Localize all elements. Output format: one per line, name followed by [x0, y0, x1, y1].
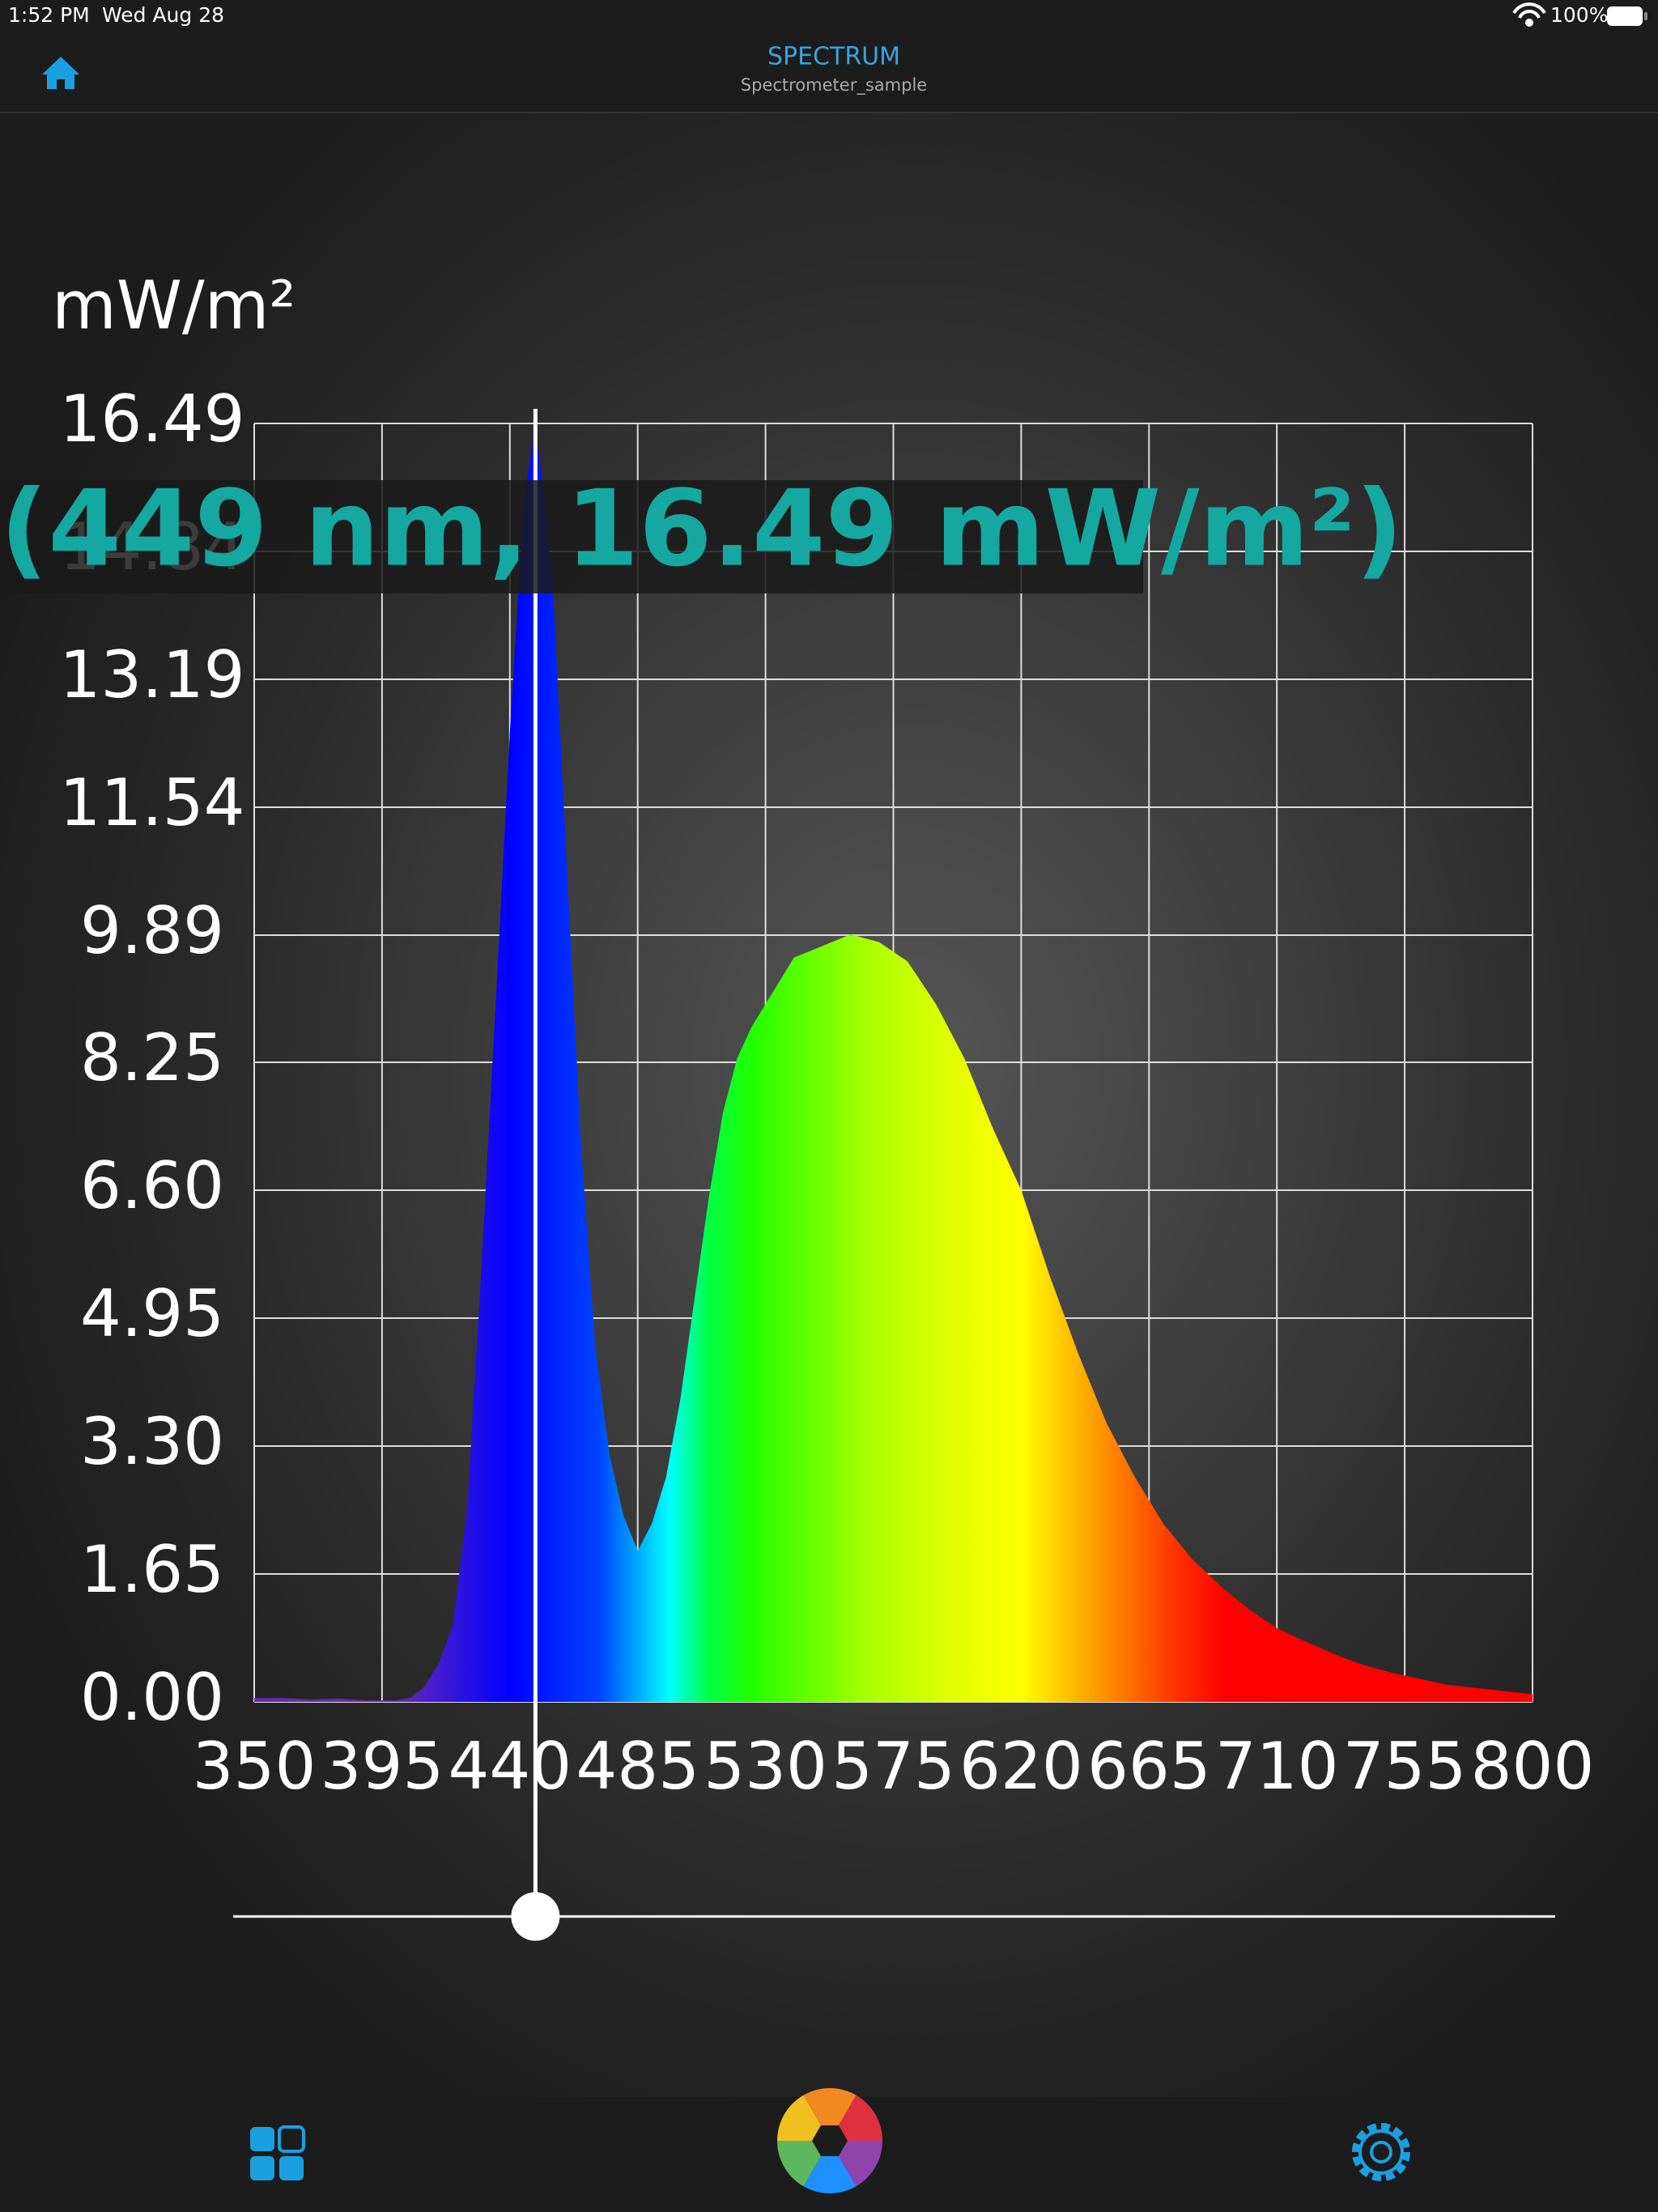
x-tick-label: 350 — [193, 1729, 317, 1804]
y-tick-label: 9.89 — [80, 893, 224, 968]
x-tick-label: 395 — [321, 1729, 444, 1804]
x-tick-label: 575 — [831, 1729, 955, 1804]
home-button[interactable] — [42, 57, 79, 89]
x-tick-label: 530 — [704, 1729, 827, 1804]
battery-icon — [1607, 6, 1643, 26]
header-subtitle: Spectrometer_sample — [741, 75, 927, 96]
header-title: SPECTRUM — [767, 43, 900, 71]
battery-text: 100% — [1550, 3, 1608, 27]
annotation-background — [0, 480, 1143, 593]
settings-button[interactable] — [1352, 2123, 1410, 2181]
y-tick-label: 8.25 — [80, 1020, 224, 1095]
spectrum-area — [254, 423, 1533, 1702]
y-tick-label: 0.00 — [80, 1660, 224, 1735]
slider-knob[interactable] — [511, 1892, 560, 1941]
y-tick-label: 4.95 — [80, 1276, 224, 1351]
status-date: Wed Aug 28 — [102, 3, 224, 27]
x-tick-label: 800 — [1471, 1729, 1595, 1804]
x-tick-label: 755 — [1343, 1729, 1467, 1804]
y-axis-unit: mW/m² — [52, 267, 295, 344]
y-tick-label: 6.60 — [80, 1148, 224, 1223]
status-time: 1:52 PM — [8, 3, 90, 27]
x-tick-label: 485 — [576, 1729, 699, 1804]
y-tick-label: 11.54 — [59, 765, 244, 840]
x-tick-label: 440 — [448, 1729, 572, 1804]
y-tick-label: 3.30 — [80, 1404, 224, 1479]
annotation: (449 nm, 16.49 mW/m²) — [0, 467, 1403, 590]
plot: 0.001.653.304.956.608.259.8911.5413.1914… — [59, 381, 1594, 1804]
gallery-button[interactable] — [250, 2125, 305, 2180]
y-tick-label: 1.65 — [80, 1532, 224, 1607]
capture-button[interactable] — [777, 2087, 882, 2194]
x-tick-label: 710 — [1215, 1729, 1339, 1804]
x-tick-label: 665 — [1087, 1729, 1211, 1804]
y-tick-label: 13.19 — [59, 637, 244, 713]
battery-tip — [1644, 12, 1647, 20]
wifi-icon — [1512, 2, 1546, 27]
y-tick-label: 16.49 — [59, 381, 244, 457]
x-tick-label: 620 — [959, 1729, 1083, 1804]
